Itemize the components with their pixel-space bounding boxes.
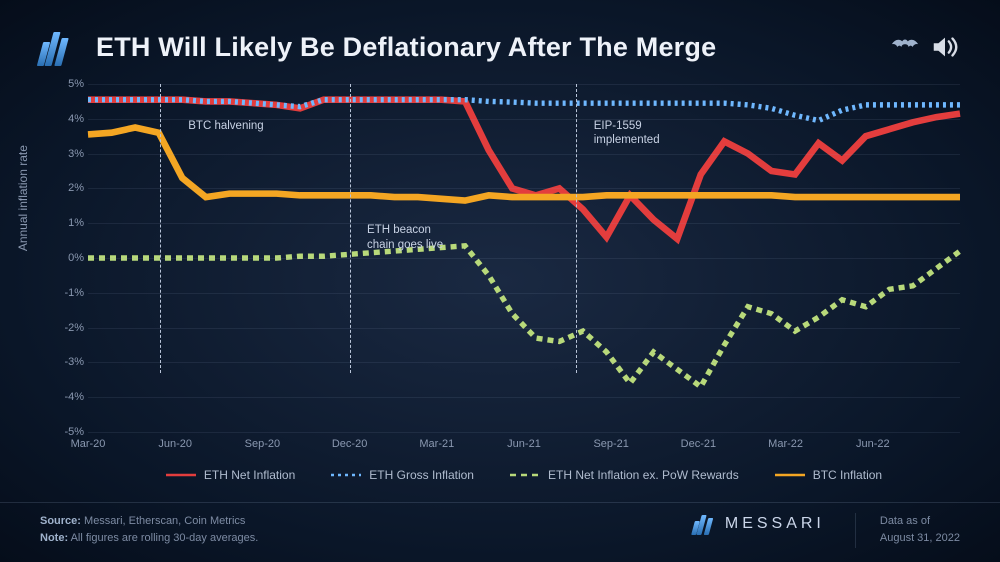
legend-item: BTC Inflation xyxy=(775,468,882,482)
messari-logo-icon xyxy=(40,28,78,66)
x-tick: Mar-20 xyxy=(71,438,106,450)
y-tick: -2% xyxy=(48,322,84,334)
gridline xyxy=(88,293,960,294)
y-tick: 1% xyxy=(48,217,84,229)
header: ETH Will Likely Be Deflationary After Th… xyxy=(0,0,1000,76)
y-tick: -1% xyxy=(48,287,84,299)
date-label: Data as of xyxy=(880,513,960,531)
legend-swatch xyxy=(510,470,540,480)
gridline xyxy=(88,154,960,155)
event-line xyxy=(160,84,161,373)
chart-area: Annual inflation rate 5%4%3%2%1%0%-1%-2%… xyxy=(40,84,960,482)
y-tick: 0% xyxy=(48,252,84,264)
legend-swatch xyxy=(775,470,805,480)
chart-title: ETH Will Likely Be Deflationary After Th… xyxy=(96,32,872,63)
y-tick: 4% xyxy=(48,113,84,125)
y-tick: -3% xyxy=(48,356,84,368)
note-text: All figures are rolling 30-day averages. xyxy=(71,532,259,544)
x-tick: Sep-20 xyxy=(245,438,280,450)
x-tick: Mar-22 xyxy=(768,438,803,450)
legend-label: ETH Net Inflation xyxy=(204,468,295,482)
legend-swatch xyxy=(166,470,196,480)
x-tick: Jun-22 xyxy=(856,438,890,450)
footer-brand: MESSARI xyxy=(693,513,825,535)
y-tick: 3% xyxy=(48,148,84,160)
y-tick: -5% xyxy=(48,426,84,438)
title-icon-group xyxy=(890,32,960,62)
legend-label: ETH Gross Inflation xyxy=(369,468,474,482)
event-label: EIP-1559implemented xyxy=(594,119,660,148)
y-tick: -4% xyxy=(48,391,84,403)
x-tick: Jun-20 xyxy=(158,438,192,450)
legend-label: BTC Inflation xyxy=(813,468,882,482)
x-tick: Dec-21 xyxy=(681,438,716,450)
brand-text: MESSARI xyxy=(725,515,825,533)
footer-left: Source: Messari, Etherscan, Coin Metrics… xyxy=(40,513,693,548)
gridline xyxy=(88,432,960,433)
x-tick: Sep-21 xyxy=(593,438,628,450)
legend-label: ETH Net Inflation ex. PoW Rewards xyxy=(548,468,739,482)
legend: ETH Net Inflation ETH Gross Inflation ETH … xyxy=(88,468,960,482)
event-label: ETH beaconchain goes live xyxy=(367,223,443,252)
y-tick: 2% xyxy=(48,182,84,194)
gridline xyxy=(88,258,960,259)
gridline xyxy=(88,362,960,363)
y-tick: 5% xyxy=(48,78,84,90)
event-line xyxy=(350,84,351,373)
bat-icon xyxy=(890,32,920,62)
source-text: Messari, Etherscan, Coin Metrics xyxy=(84,515,245,527)
sound-icon xyxy=(930,32,960,62)
legend-item: ETH Net Inflation xyxy=(166,468,295,482)
event-line xyxy=(576,84,577,373)
gridline xyxy=(88,328,960,329)
footer-date: Data as of August 31, 2022 xyxy=(855,513,960,548)
x-tick: Jun-21 xyxy=(507,438,541,450)
event-label: BTC halvening xyxy=(188,119,263,133)
plot-region: 5%4%3%2%1%0%-1%-2%-3%-4%-5%Mar-20Jun-20S… xyxy=(88,84,960,432)
messari-logo-small-icon xyxy=(693,513,715,535)
gridline xyxy=(88,397,960,398)
note-label: Note: xyxy=(40,532,68,544)
x-tick: Mar-21 xyxy=(419,438,454,450)
legend-item: ETH Gross Inflation xyxy=(331,468,474,482)
source-label: Source: xyxy=(40,515,81,527)
gridline xyxy=(88,223,960,224)
legend-swatch xyxy=(331,470,361,480)
series-eth-net-inflation-ex-pow-rewards xyxy=(88,246,960,387)
footer: Source: Messari, Etherscan, Coin Metrics… xyxy=(0,502,1000,562)
y-axis-label: Annual inflation rate xyxy=(16,145,30,251)
gridline xyxy=(88,84,960,85)
gridline xyxy=(88,188,960,189)
x-tick: Dec-20 xyxy=(332,438,367,450)
date-value: August 31, 2022 xyxy=(880,530,960,548)
legend-item: ETH Net Inflation ex. PoW Rewards xyxy=(510,468,739,482)
